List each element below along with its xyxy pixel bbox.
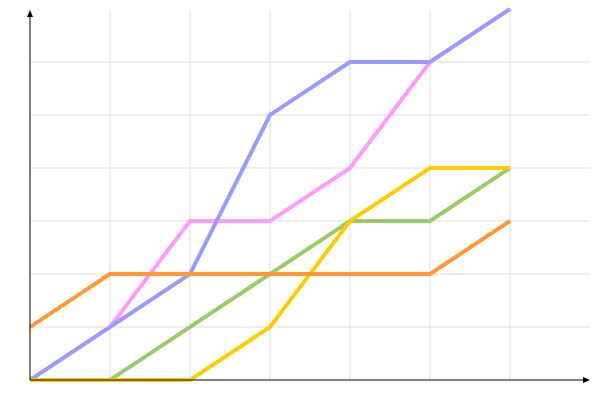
- series-lines: [28, 7, 512, 382]
- x-axis-arrow-icon: [583, 377, 590, 383]
- series-line-2: [28, 7, 512, 382]
- series-line-5: [28, 219, 512, 329]
- y-axis-arrow-icon: [27, 10, 33, 17]
- axes: [27, 10, 590, 383]
